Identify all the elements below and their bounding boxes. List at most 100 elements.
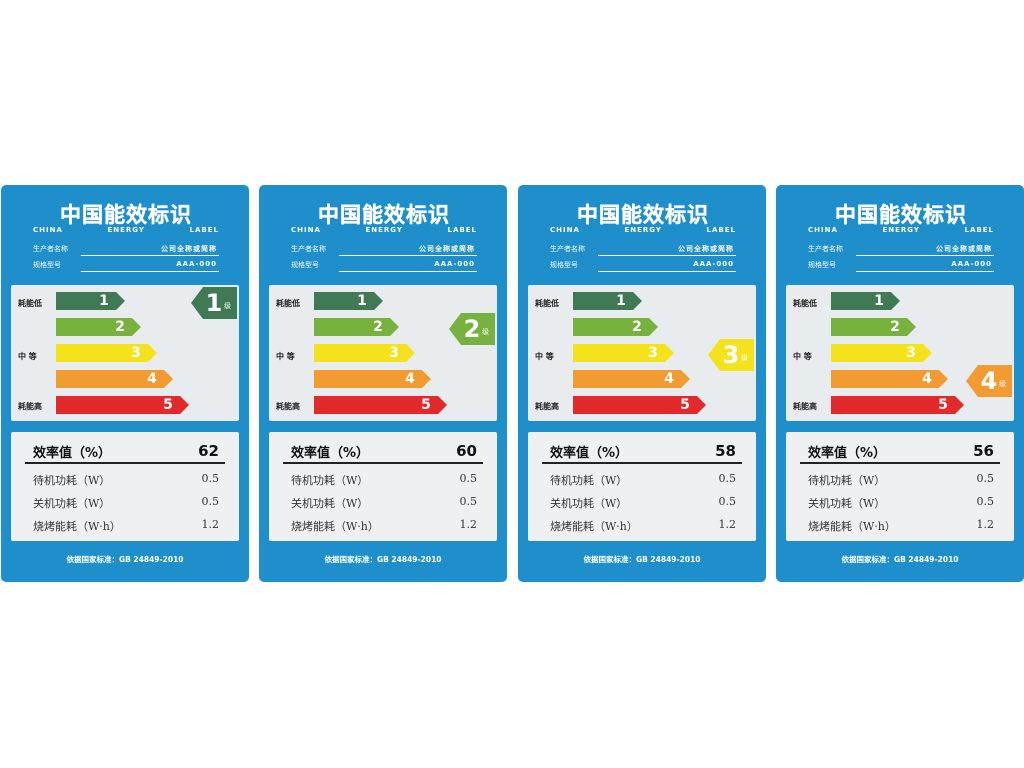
bake-row: 烧烤能耗（W·h） 1.2 [808,518,994,534]
grade-bar-2: 2 [831,318,917,336]
grade-bar-3: 3 [56,344,158,362]
efficiency-value: 62 [198,442,219,460]
off-value: 0.5 [718,495,737,508]
grade-indicator-suffix: 级 [999,380,1006,388]
manufacturer-label: 生产者名称 [808,245,843,253]
side-label-low: 耗能低 [793,299,817,308]
side-label-low: 耗能低 [535,299,559,308]
side-label-high: 耗能高 [535,402,559,411]
efficiency-value: 58 [715,442,736,460]
standby-row: 待机功耗（W） 0.5 [291,472,477,488]
side-label-mid: 中 等 [793,352,812,361]
model-row: 规格型号 AAA-000 [33,260,219,272]
off-label: 关机功耗（W） [291,497,369,510]
data-panel: 效率值（%） 62 待机功耗（W） 0.5 关机功耗（W） 0.5 烧烤能耗（W… [11,432,239,541]
grade-bar-number: 2 [373,319,383,335]
manufacturer-label: 生产者名称 [33,245,68,253]
standby-value: 0.5 [718,472,737,485]
grade-bar-5: 5 [573,396,707,414]
efficiency-label: 效率值（%） [808,446,887,461]
grade-bar-number: 1 [99,293,109,309]
grade-indicator: 1 级 [191,287,237,319]
bake-row: 烧烤能耗（W·h） 1.2 [550,518,736,534]
grade-bar-4: 4 [56,370,174,388]
manufacturer-underline [81,255,219,256]
label-title: 中国能效标识 [577,203,709,227]
model-row: 规格型号 AAA-000 [291,260,477,272]
off-label: 关机功耗（W） [808,497,886,510]
label-title: 中国能效标识 [60,203,192,227]
standard-footer: 依据国家标准：GB 24849-2010 [324,555,442,564]
grade-bar-number: 4 [405,371,415,387]
manufacturer-row: 生产者名称 公司全称或简称 [33,244,219,256]
manufacturer-underline [339,255,477,256]
off-row: 关机功耗（W） 0.5 [291,495,477,511]
model-value: AAA-000 [693,260,734,268]
bake-value: 1.2 [201,518,220,531]
grade-indicator-suffix: 级 [482,328,489,336]
grade-bar-number: 5 [680,397,690,413]
standby-label: 待机功耗（W） [550,474,628,487]
off-value: 0.5 [201,495,220,508]
manufacturer-row: 生产者名称 公司全称或简称 [291,244,477,256]
data-panel: 效率值（%） 58 待机功耗（W） 0.5 关机功耗（W） 0.5 烧烤能耗（W… [528,432,756,541]
manufacturer-row: 生产者名称 公司全称或简称 [808,244,994,256]
efficiency-value: 60 [456,442,477,460]
model-label: 规格型号 [808,261,836,269]
efficiency-value: 56 [973,442,994,460]
grade-bar-2: 2 [573,318,659,336]
manufacturer-value: 公司全称或简称 [936,245,992,253]
efficiency-row: 效率值（%） 62 [25,442,225,464]
grade-bar-4: 4 [573,370,691,388]
data-panel: 效率值（%） 60 待机功耗（W） 0.5 关机功耗（W） 0.5 烧烤能耗（W… [269,432,497,541]
side-label-mid: 中 等 [535,352,554,361]
grade-indicator-number: 4 [980,367,998,395]
model-row: 规格型号 AAA-000 [550,260,736,272]
grade-bar-number: 5 [938,397,948,413]
manufacturer-row: 生产者名称 公司全称或简称 [550,244,736,256]
side-label-high: 耗能高 [18,402,42,411]
energy-label-2: 中国能效标识 CHINA ENERGY LABEL 生产者名称 公司全称或简称 … [259,185,507,582]
grade-bar-3: 3 [314,344,416,362]
grade-bar-4: 4 [314,370,432,388]
grade-bar-number: 4 [664,371,674,387]
energy-label-4: 中国能效标识 CHINA ENERGY LABEL 生产者名称 公司全称或简称 … [776,185,1024,582]
grade-bar-1: 1 [314,292,384,310]
grade-indicator-arrow [191,287,237,319]
grade-bar-number: 4 [147,371,157,387]
side-label-low: 耗能低 [18,299,42,308]
efficiency-label: 效率值（%） [550,446,629,461]
grade-bar-number: 5 [421,397,431,413]
standby-row: 待机功耗（W） 0.5 [33,472,219,488]
grade-indicator: 3 级 [708,339,754,371]
standard-footer: 依据国家标准：GB 24849-2010 [583,555,701,564]
standby-value: 0.5 [976,472,995,485]
grade-bar-number: 1 [357,293,367,309]
grade-indicator-number: 1 [205,289,223,317]
grade-bar-4: 4 [831,370,949,388]
grade-bar-number: 1 [874,293,884,309]
bake-label: 烧烤能耗（W·h） [808,520,896,533]
grade-bar-number: 3 [131,345,141,361]
standby-value: 0.5 [459,472,478,485]
side-label-mid: 中 等 [18,352,37,361]
grade-bar-1: 1 [573,292,643,310]
off-value: 0.5 [459,495,478,508]
bake-label: 烧烤能耗（W·h） [291,520,379,533]
manufacturer-value: 公司全称或简称 [161,245,217,253]
efficiency-label: 效率值（%） [33,446,112,461]
model-underline [856,271,994,272]
off-row: 关机功耗（W） 0.5 [550,495,736,511]
grade-bar-2: 2 [56,318,142,336]
grade-bar-number: 2 [890,319,900,335]
model-label: 规格型号 [291,261,319,269]
model-underline [81,271,219,272]
off-value: 0.5 [976,495,995,508]
manufacturer-label: 生产者名称 [550,245,585,253]
grade-indicator-arrow [708,339,754,371]
manufacturer-underline [856,255,994,256]
off-row: 关机功耗（W） 0.5 [808,495,994,511]
grade-indicator-arrow [966,365,1012,397]
side-label-low: 耗能低 [276,299,300,308]
